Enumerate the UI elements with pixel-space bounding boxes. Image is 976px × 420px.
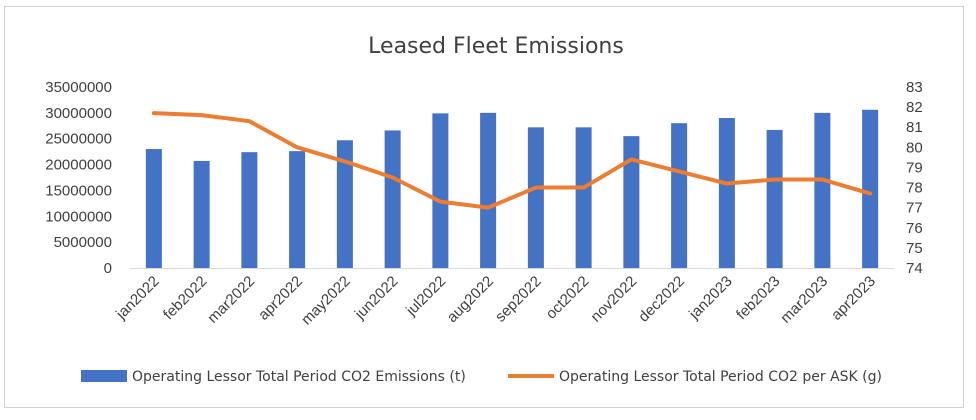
right-tick-label: 77 — [906, 200, 923, 217]
right-tick-label: 83 — [906, 79, 923, 96]
right-tick-label: 75 — [906, 240, 923, 257]
right-axis-ticks: 74 75 76 77 78 79 80 81 82 83 — [906, 79, 923, 277]
right-tick-label: 80 — [906, 139, 923, 156]
right-tick-label: 82 — [906, 99, 923, 116]
x-tick-label: jan2022 — [112, 273, 162, 323]
bar-may2022 — [336, 140, 353, 268]
bar-jan2022 — [145, 149, 162, 268]
x-tick-label: feb2023 — [733, 273, 783, 323]
bar-jul2022 — [432, 113, 449, 268]
x-tick-label: mar2022 — [204, 273, 258, 327]
bar-feb2023 — [766, 129, 783, 268]
left-tick-label: 30000000 — [45, 105, 112, 122]
left-tick-label: 25000000 — [45, 131, 112, 148]
bar-jan2023 — [718, 118, 735, 269]
x-axis-ticks: jan2022feb2022mar2022apr2022may2022jun20… — [112, 273, 879, 329]
x-tick-label: mar2023 — [777, 273, 831, 327]
left-tick-label: 20000000 — [45, 157, 112, 174]
x-tick-label: jul2022 — [402, 273, 449, 320]
x-tick-label: sep2022 — [492, 273, 545, 326]
left-tick-label: 5000000 — [54, 234, 112, 251]
bar-mar2022 — [241, 152, 258, 268]
x-tick-label: jun2022 — [351, 273, 401, 323]
right-tick-label: 76 — [906, 220, 923, 237]
legend-bar-label: Operating Lessor Total Period CO2 Emissi… — [132, 369, 466, 385]
bar-mar2023 — [814, 112, 831, 268]
x-tick-label: apr2023 — [828, 273, 879, 324]
bar-dec2022 — [671, 123, 688, 268]
line-co2-per-ask — [151, 111, 873, 210]
bar-apr2023 — [862, 109, 879, 268]
bar-nov2022 — [623, 136, 640, 268]
left-tick-label: 0 — [104, 260, 112, 277]
legend: Operating Lessor Total Period CO2 Emissi… — [81, 369, 882, 385]
left-tick-label: 35000000 — [45, 79, 112, 96]
x-tick-label: may2022 — [298, 273, 354, 329]
legend-line-label: Operating Lessor Total Period CO2 per AS… — [559, 369, 882, 385]
right-tick-label: 78 — [906, 180, 923, 197]
x-tick-label: jan2023 — [685, 273, 735, 323]
left-axis-ticks: 0 5000000 10000000 15000000 20000000 25000000… — [45, 79, 112, 277]
x-tick-label: oct2022 — [543, 273, 593, 323]
x-tick-label: aug2022 — [444, 273, 497, 326]
bar-apr2022 — [289, 151, 306, 268]
bar-jun2022 — [384, 130, 401, 268]
left-tick-label: 10000000 — [45, 208, 112, 225]
left-tick-label: 15000000 — [45, 182, 112, 199]
bar-aug2022 — [480, 112, 497, 268]
x-tick-label: dec2022 — [635, 273, 688, 326]
x-tick-label: feb2022 — [160, 273, 210, 323]
legend-bar-swatch — [81, 370, 127, 382]
bar-feb2022 — [193, 160, 210, 268]
bar-sep2022 — [527, 127, 544, 268]
right-tick-label: 79 — [906, 159, 923, 176]
right-tick-label: 74 — [906, 260, 923, 277]
bar-series — [145, 109, 879, 269]
right-tick-label: 81 — [906, 119, 923, 136]
x-tick-label: nov2022 — [587, 273, 640, 326]
bar-oct2022 — [575, 127, 592, 268]
chart-title: Leased Fleet Emissions — [368, 34, 624, 59]
line-series — [151, 111, 873, 210]
